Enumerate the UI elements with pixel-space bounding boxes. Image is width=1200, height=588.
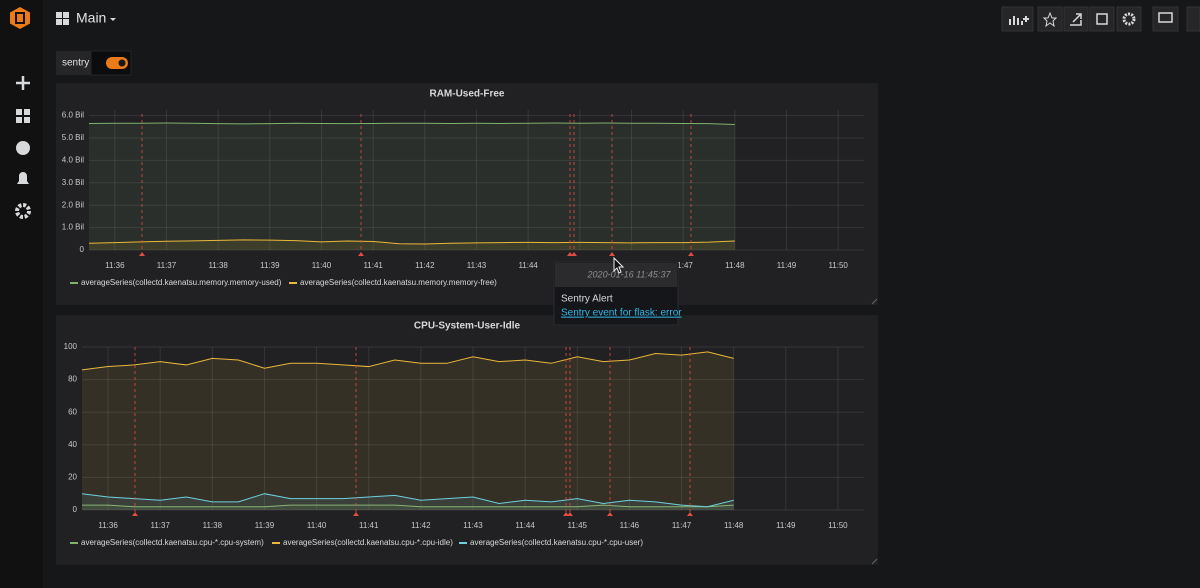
y-tick-label: 2.0 Bil — [62, 200, 84, 209]
tv-icon — [1158, 12, 1173, 23]
star-button[interactable] — [1037, 6, 1063, 32]
x-tick-label: 11:49 — [776, 521, 796, 530]
x-tick-label: 11:39 — [260, 261, 280, 270]
legend-entry: averageSeries(collectd.kaenatsu.memory.m… — [300, 278, 497, 287]
x-tick-label: 11:42 — [411, 521, 431, 530]
x-tick-label: 11:44 — [515, 521, 535, 530]
sidebar — [0, 0, 43, 588]
tooltip: 2020-01-16 11:45:37 Sentry Alert Sentry … — [553, 261, 682, 326]
save-button[interactable] — [1089, 6, 1115, 32]
x-tick-label: 11:50 — [828, 261, 848, 270]
y-tick-label: 6.0 Bil — [62, 111, 84, 120]
y-tick-label: 0 — [73, 505, 78, 514]
dashboard-title[interactable]: Main — [76, 10, 106, 26]
x-tick-label: 11:48 — [725, 261, 745, 270]
panel-title: RAM-Used-Free — [429, 89, 504, 100]
panel: RAM-Used-Free 0 1.0 Bil 2.0 Bil 3.0 Bil 4.0 B… — [56, 83, 878, 305]
x-tick-label: 11:41 — [363, 261, 383, 270]
title-caret[interactable] — [110, 18, 116, 21]
y-tick-label: 1.0 Bil — [62, 223, 84, 232]
tooltip-link[interactable]: Sentry event for flask: error — [561, 308, 682, 319]
add-panel-icon — [1009, 16, 1029, 25]
variable-label-box — [56, 51, 91, 75]
x-tick-label: 11:45 — [568, 521, 588, 530]
x-tick-label: 11:46 — [620, 521, 640, 530]
x-tick-label: 11:39 — [255, 521, 275, 530]
series-area — [82, 493, 734, 510]
variable-label: sentry — [62, 58, 89, 69]
dashboard-grid-icon — [56, 12, 69, 25]
x-tick-label: 11:41 — [359, 521, 379, 530]
panel-background — [56, 315, 878, 565]
y-tick-label: 3.0 Bil — [62, 178, 84, 187]
x-tick-label: 11:48 — [724, 521, 744, 530]
x-tick-label: 11:40 — [312, 261, 332, 270]
x-tick-label: 11:40 — [307, 521, 327, 530]
y-tick-label: 4.0 Bil — [62, 156, 84, 165]
cursor — [613, 256, 625, 274]
toggle-knob — [118, 59, 126, 67]
x-tick-label: 11:47 — [672, 521, 692, 530]
legend-entry: averageSeries(collectd.kaenatsu.cpu-*.cp… — [283, 538, 453, 547]
panel: CPU-System-User-Idle 0 20 40 60 80 100 11:36 11:… — [56, 315, 878, 565]
alerting-icon[interactable] — [17, 172, 29, 184]
y-tick-label: 40 — [68, 440, 77, 449]
settings-button[interactable] — [1116, 6, 1142, 32]
x-tick-label: 11:43 — [463, 521, 483, 530]
logo-mark — [15, 12, 25, 24]
y-tick-label: 100 — [64, 342, 78, 351]
legend-entry: averageSeries(collectd.kaenatsu.cpu-*.cp… — [470, 538, 643, 547]
x-tick-label: 11:36 — [98, 521, 118, 530]
star-icon — [1042, 11, 1058, 28]
settings-icon — [1122, 12, 1136, 26]
share-icon — [1070, 13, 1082, 26]
x-tick-label: 11:50 — [828, 521, 848, 530]
create-icon[interactable] — [16, 76, 30, 90]
y-tick-label: 60 — [68, 407, 77, 416]
tooltip-title: Sentry Alert — [561, 294, 613, 305]
x-tick-label: 11:36 — [105, 261, 125, 270]
series-line — [88, 122, 735, 126]
dashboards-icon[interactable] — [16, 109, 30, 123]
x-tick-label: 11:43 — [467, 261, 487, 270]
panel-title: CPU-System-User-Idle — [414, 321, 521, 332]
save-icon — [1096, 13, 1108, 25]
series-area — [82, 351, 734, 510]
panel-background — [56, 83, 878, 305]
series-area — [82, 505, 734, 510]
toolbar — [1001, 6, 1200, 32]
config-icon[interactable] — [15, 203, 31, 219]
x-tick-label: 11:44 — [518, 261, 538, 270]
tv-mode-button[interactable] — [1152, 6, 1179, 32]
series-line — [81, 493, 734, 508]
time-picker-button[interactable] — [1186, 6, 1200, 32]
y-tick-label: 0 — [80, 245, 85, 254]
explore-icon[interactable] — [16, 141, 30, 155]
resize-handle — [871, 298, 878, 305]
tooltip-time: 2020-01-16 11:45:37 — [587, 269, 672, 279]
y-tick-label: 80 — [68, 375, 77, 384]
panels: RAM-Used-Free 0 1.0 Bil 2.0 Bil 3.0 Bil 4.0 B… — [56, 83, 878, 565]
x-tick-label: 11:49 — [777, 261, 797, 270]
series-line — [88, 239, 735, 245]
series-line — [81, 351, 734, 371]
series-line — [82, 504, 734, 508]
x-tick-label: 11:47 — [673, 261, 693, 270]
y-tick-label: 5.0 Bil — [62, 133, 84, 142]
y-tick-label: 20 — [68, 473, 77, 482]
x-tick-label: 11:38 — [203, 521, 223, 530]
x-tick-label: 11:38 — [208, 261, 228, 270]
legend-entry: averageSeries(collectd.kaenatsu.cpu-*.cp… — [81, 538, 264, 547]
series-area — [89, 122, 735, 250]
annotations — [132, 114, 694, 516]
x-tick-label: 11:37 — [157, 261, 177, 270]
share-button[interactable] — [1063, 6, 1089, 32]
x-tick-label: 11:37 — [150, 521, 170, 530]
x-tick-label: 11:42 — [415, 261, 435, 270]
resize-handle — [871, 558, 878, 565]
legend-entry: averageSeries(collectd.kaenatsu.memory.m… — [81, 278, 282, 287]
